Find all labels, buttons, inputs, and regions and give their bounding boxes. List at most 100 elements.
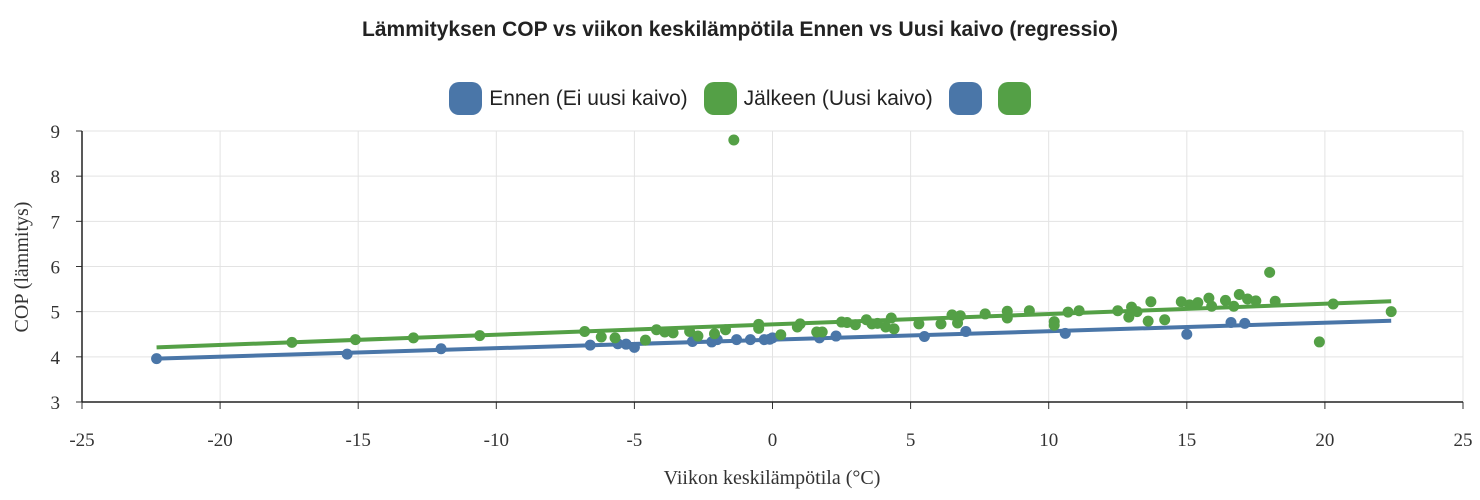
data-point-series-0 [744,334,756,346]
data-point-series-0 [830,330,842,342]
legend-item-jalkeen[interactable]: Jälkeen (Uusi kaivo) [703,82,933,115]
regression-lines [156,299,1392,361]
data-point-series-1 [1264,266,1276,278]
y-tick-label: 4 [51,348,61,369]
data-point-series-1 [888,323,900,335]
data-point-series-0 [151,353,163,365]
data-point-series-1 [1123,311,1135,323]
x-tick-label: -20 [207,430,232,451]
regression-line-3 [156,299,1392,350]
data-point-series-1 [841,317,853,329]
data-point-series-1 [954,310,966,322]
data-point-series-0 [960,326,972,338]
data-point-series-1 [286,336,298,348]
data-point-series-1 [1112,305,1124,317]
data-point-series-0 [1239,317,1251,329]
data-point-series-1 [1131,306,1143,318]
data-point-series-1 [1206,300,1218,312]
data-point-series-1 [1145,296,1157,308]
y-tick-label: 3 [51,393,61,414]
data-point-series-1 [1219,294,1231,306]
legend-swatch-ennen [449,82,483,115]
chart-title: Lämmityksen COP vs viikon keskilämpötila… [362,18,1118,41]
data-point-series-1 [720,324,732,336]
data-point-series-1 [595,331,607,343]
data-point-series-1 [684,326,696,338]
data-point-series-0 [341,348,353,360]
data-point-series-1 [609,332,621,344]
data-point-series-1 [1228,300,1240,312]
y-tick-label: 6 [51,258,61,279]
legend-label-jalkeen: Jälkeen (Uusi kaivo) [743,86,933,110]
data-point-series-1 [1159,314,1171,326]
data-point-series-1 [775,329,787,341]
data-point-series-0 [767,332,778,344]
data-point-series-0 [918,331,930,343]
data-points [151,134,1397,365]
x-tick-label: 20 [1315,430,1334,451]
data-point-series-1 [1269,295,1281,307]
x-tick-label: -15 [346,430,371,451]
data-point-series-1 [1001,312,1013,324]
data-point-series-1 [753,322,765,334]
data-point-series-0 [1225,317,1237,329]
data-point-series-1 [1184,299,1196,311]
data-point-series-1 [579,326,591,338]
data-point-series-0 [1059,327,1071,339]
legend-swatch-ennen-trend [948,82,982,115]
data-point-series-1 [1242,293,1254,305]
data-point-series-0 [1181,328,1193,340]
y-tick-label: 8 [51,167,61,188]
data-point-series-1 [979,308,991,320]
data-point-series-1 [1327,298,1339,310]
data-point-series-1 [871,317,883,329]
y-tick-label: 7 [51,212,61,233]
x-axis-title: Viikon keskilämpötila (°C) [664,467,881,489]
x-tick-label: 10 [1039,430,1058,451]
data-point-series-1 [1073,305,1085,317]
x-tick-label: -10 [484,430,509,451]
x-tick-label: 15 [1177,430,1196,451]
data-point-series-0 [731,334,743,346]
legend-swatch-jalkeen [703,82,737,115]
legend-item-ennen[interactable]: Ennen (Ei uusi kaivo) [449,82,688,115]
y-tick-label: 5 [51,303,61,324]
data-point-series-1 [1385,306,1397,318]
legend-item-jalkeen-trend[interactable] [997,82,1031,115]
x-tick-label: 5 [906,430,916,451]
data-point-series-1 [1192,297,1204,309]
data-point-series-1 [1048,319,1060,331]
data-point-series-1 [885,312,897,324]
data-point-series-1 [639,334,651,346]
y-axis-title: COP (lämmitys) [11,202,33,333]
x-tick-label: -25 [69,430,94,451]
data-point-series-1 [708,328,720,340]
data-point-series-0 [584,339,596,351]
data-point-series-1 [650,324,662,336]
data-point-series-0 [628,341,640,353]
data-point-series-1 [913,318,925,330]
data-point-series-1 [935,318,947,330]
data-point-series-0 [435,343,447,355]
data-point-series-1 [692,330,704,342]
data-point-series-1 [1175,296,1187,308]
x-tick-label: -5 [626,430,642,451]
data-point-series-0 [620,338,632,350]
data-point-series-1 [1023,305,1035,317]
data-point-series-1 [1233,289,1245,301]
data-point-series-1 [474,330,486,342]
legend-swatch-jalkeen-trend [997,82,1031,115]
legend-item-ennen-trend[interactable] [948,82,982,115]
axes: -25 -20 -15 -10 -5 0 5 10 15 20 25 3 4 5 6 7 8 9 [51,122,1473,451]
data-point-series-1 [794,318,806,330]
data-point-series-1 [849,319,861,331]
data-point-series-1 [1250,295,1262,307]
data-point-series-1 [407,332,419,344]
data-point-series-1 [349,334,361,346]
data-point-series-1 [1313,336,1325,348]
data-point-series-1 [659,326,671,338]
data-point-series-1 [880,321,892,333]
y-tick-label: 9 [51,122,61,143]
legend-label-ennen: Ennen (Ei uusi kaivo) [489,86,688,110]
